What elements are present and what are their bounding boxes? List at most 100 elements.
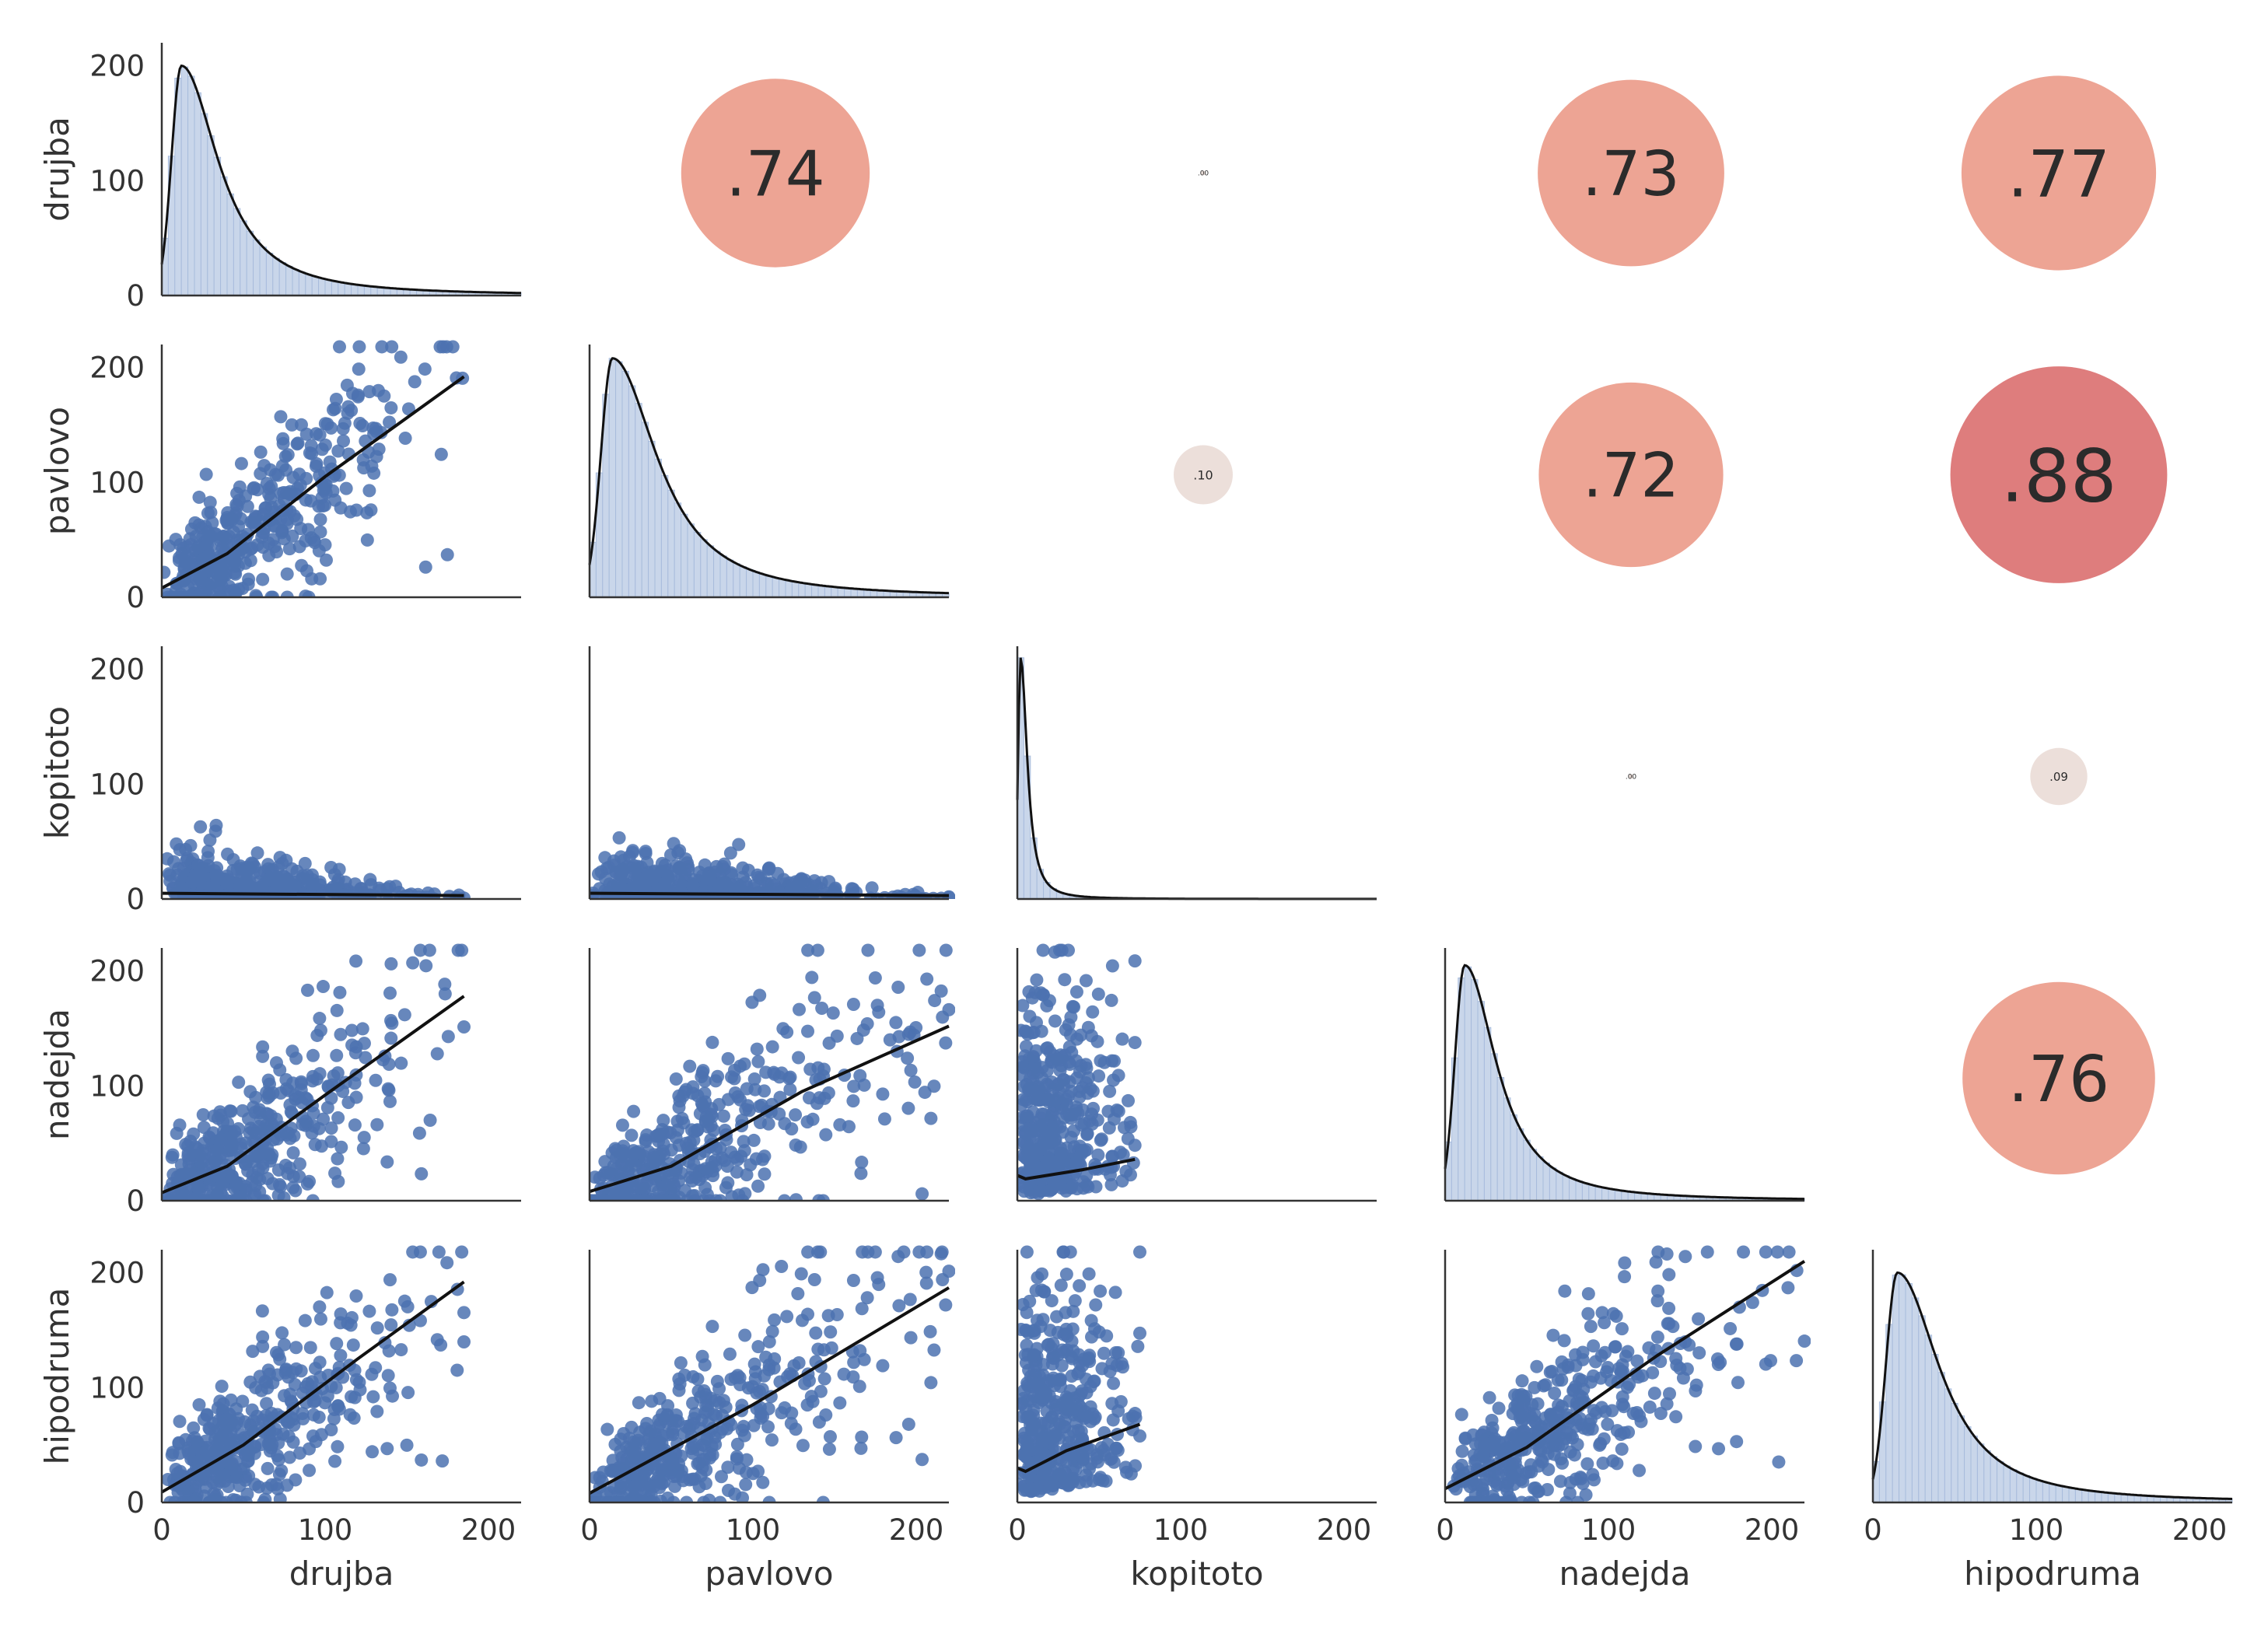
scatter-point — [826, 1006, 840, 1020]
scatter-point — [1500, 1495, 1514, 1502]
scatter-point — [660, 1178, 674, 1192]
scatter-point — [1538, 1378, 1552, 1392]
scatter-point — [308, 1138, 322, 1152]
scatter-point — [736, 1491, 750, 1502]
scatter-point — [860, 1291, 874, 1305]
scatter-point — [1080, 1178, 1094, 1192]
scatter-point — [1045, 1294, 1059, 1308]
x-tick-label: 200 — [2172, 1513, 2228, 1547]
hist-bar — [331, 281, 339, 296]
scatter-point — [1026, 1324, 1040, 1338]
scatter-point — [261, 1436, 275, 1450]
scatter-point — [317, 1112, 331, 1126]
scatter-point — [1049, 1398, 1063, 1412]
kde-line-drujba — [160, 64, 522, 295]
scatter-point — [394, 1343, 408, 1357]
scatter-point — [356, 1142, 370, 1156]
scatter-point — [288, 1377, 302, 1391]
scatter-point — [656, 1114, 670, 1128]
scatter-point — [1559, 1495, 1573, 1502]
hist-bar — [1899, 1274, 1906, 1503]
scatter-point — [433, 340, 447, 354]
scatter-point — [1598, 1316, 1612, 1330]
scatter-point — [194, 1156, 208, 1170]
scatter-point — [280, 590, 294, 597]
hist-bar — [200, 113, 208, 296]
scatter-point — [698, 1086, 712, 1100]
scatter-point — [384, 1031, 398, 1045]
y-tick-label: 100 — [89, 768, 145, 801]
scatter-point — [1557, 1334, 1571, 1348]
scatter-point — [655, 1463, 669, 1477]
scatter-point — [203, 495, 217, 509]
hist-bar — [1931, 1354, 1939, 1503]
scatter-point — [721, 1483, 735, 1497]
scatter-point — [274, 410, 288, 424]
scatter-point — [1615, 1397, 1629, 1411]
scatter-point — [1643, 1400, 1657, 1414]
hist-bar — [1594, 1186, 1603, 1202]
scatter-point — [754, 1098, 768, 1112]
hist-bar — [831, 586, 838, 598]
scatter-point — [824, 1325, 838, 1339]
scatter-point — [806, 1112, 820, 1126]
scatter-point — [457, 1020, 471, 1034]
scatter-point — [219, 513, 233, 527]
scatter-point — [345, 1038, 359, 1052]
scatter-point — [669, 1446, 683, 1460]
scatter-point — [328, 1454, 342, 1468]
hist-bar — [1510, 1114, 1517, 1202]
scatter-point — [739, 1478, 753, 1492]
scatter-point — [1689, 1439, 1703, 1453]
scatter-point — [398, 431, 412, 445]
scatter-point — [1487, 1442, 1501, 1456]
scatter-point — [1091, 987, 1105, 1001]
scatter-point — [364, 503, 378, 517]
scatter-point — [366, 1445, 380, 1459]
hist-bar — [1924, 1334, 1933, 1503]
scatter-point — [1588, 1355, 1602, 1369]
scatter-point — [817, 1343, 831, 1357]
scatter-point — [162, 565, 171, 579]
scatter-point — [854, 1167, 868, 1181]
corr-cell-drujba-nadejda: .73 — [1538, 79, 1724, 267]
scatter-point — [616, 871, 630, 885]
scatter-point — [313, 1012, 327, 1026]
scatter-point — [847, 1355, 861, 1369]
scatter-point — [1024, 1155, 1038, 1169]
fit-line — [1017, 1157, 1136, 1181]
corr-circle — [1629, 774, 1633, 779]
scatter-point — [229, 567, 243, 581]
scatter-point — [221, 1194, 235, 1201]
kde-line-nadejda — [1444, 964, 1805, 1201]
scatter-point — [1022, 985, 1036, 999]
scatter-point — [901, 1027, 915, 1041]
scatter-point — [1017, 1055, 1029, 1069]
scatter-point — [1109, 1441, 1123, 1455]
scatter-point — [920, 972, 934, 986]
scatter-point — [438, 978, 452, 992]
scatter-point — [679, 1083, 693, 1097]
scatter-points — [1447, 1245, 1811, 1502]
scatter-point — [877, 1112, 891, 1126]
corr-cell-drujba-kopitoto: .00 — [1198, 170, 1209, 178]
scatter-point — [747, 1072, 761, 1086]
scatter-point — [1104, 1177, 1118, 1191]
scatter-point — [794, 1267, 808, 1281]
scatter-point — [1103, 1168, 1117, 1182]
x-tick-label: 100 — [1153, 1513, 1209, 1547]
scatter-point — [1713, 1355, 1727, 1369]
scatter-point — [740, 880, 754, 894]
scatter-point — [290, 864, 304, 878]
scatter-point — [674, 1356, 688, 1370]
hist-bar — [733, 563, 740, 598]
corr-label: .09 — [2049, 770, 2068, 784]
scatter-point — [801, 1307, 815, 1321]
scatter-point — [783, 1070, 797, 1084]
scatter-point — [759, 1350, 773, 1364]
hist-bar — [1964, 1426, 1972, 1503]
corr-label: .77 — [2007, 136, 2110, 212]
scatter-point — [796, 1439, 810, 1453]
scatter-point — [649, 1154, 663, 1168]
scatter-point — [1563, 1445, 1577, 1459]
